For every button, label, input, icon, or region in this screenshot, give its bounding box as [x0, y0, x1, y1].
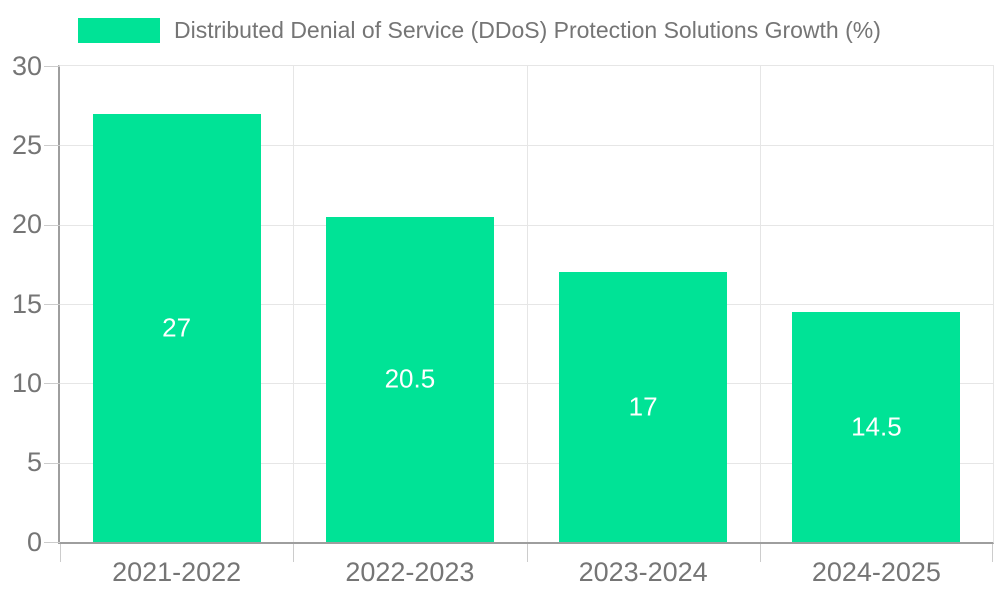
bar-value-label: 27: [162, 312, 192, 343]
y-axis-tick-mark: [44, 304, 60, 305]
y-axis-tick-label: 15: [11, 288, 42, 319]
y-axis-tick-mark: [44, 66, 60, 67]
y-axis-tick-label: 0: [26, 526, 42, 557]
x-axis-tick-mark: [293, 544, 294, 562]
y-axis-tick-mark: [44, 383, 60, 385]
legend-item[interactable]: Distributed Denial of Service (DDoS) Pro…: [78, 17, 881, 43]
x-axis-label: 2023-2024: [578, 557, 708, 587]
y-axis-tick-label: 20: [11, 209, 42, 240]
x-axis-label: 2024-2025: [811, 557, 941, 587]
bar-value-label: 20.5: [384, 363, 436, 394]
plot-area: 0 5 10 15 20 25 30 27 2021-2022 20.5 2022-2023 17 20…: [12, 52, 994, 586]
y-axis-tick-mark: [44, 462, 60, 464]
bar[interactable]: [792, 312, 960, 542]
bar[interactable]: [326, 217, 494, 542]
gridline-horizontal: [60, 145, 993, 147]
y-axis-tick-label: 5: [26, 447, 42, 478]
gridline-vertical: [293, 66, 294, 542]
x-axis-tick-mark: [60, 544, 61, 562]
y-axis-tick-label: 10: [11, 367, 42, 398]
bar-value-label: 17: [628, 391, 658, 422]
legend: Distributed Denial of Service (DDoS) Pro…: [78, 17, 881, 43]
gridline-horizontal: [60, 462, 993, 464]
x-axis-tick-mark: [527, 544, 528, 562]
bar[interactable]: [559, 272, 727, 542]
gridline-horizontal: [60, 383, 993, 385]
x-axis-tick-mark: [760, 544, 761, 562]
y-axis-tick-mark: [44, 542, 60, 543]
y-axis-tick-label: 25: [11, 129, 42, 160]
legend-label: Distributed Denial of Service (DDoS) Pro…: [174, 17, 881, 43]
gridline-horizontal: [60, 224, 993, 226]
gridline-vertical: [527, 66, 528, 542]
legend-swatch: [78, 17, 160, 43]
bar-value-label: 14.5: [851, 411, 902, 442]
x-axis-tick-mark: [992, 544, 993, 562]
gridline-horizontal: [60, 304, 993, 305]
y-axis-tick-mark: [44, 224, 60, 226]
gridline-vertical: [760, 66, 761, 542]
x-axis-label: 2022-2023: [345, 557, 475, 587]
y-axis-tick-mark: [44, 145, 60, 147]
x-axis-label: 2021-2022: [112, 557, 242, 587]
y-axis-tick-label: 30: [11, 50, 42, 81]
bar[interactable]: [93, 114, 261, 542]
